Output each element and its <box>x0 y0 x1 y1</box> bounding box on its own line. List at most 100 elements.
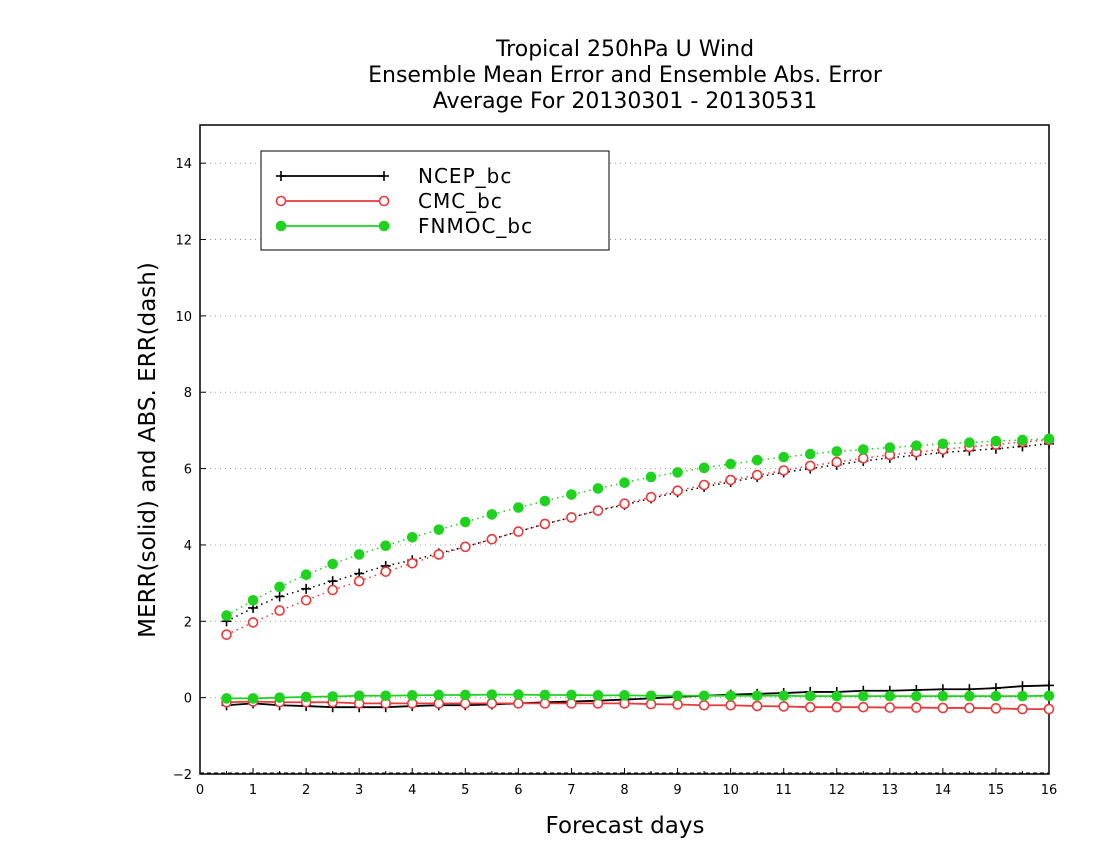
abs-err-point <box>406 532 418 543</box>
x-tick-label: 3 <box>355 783 363 798</box>
abs-err-point <box>592 505 604 516</box>
abs-err-point <box>804 460 816 472</box>
abs-err-point <box>831 456 843 468</box>
y-tick-label: 12 <box>175 234 192 249</box>
grid-lines <box>200 162 1049 774</box>
abs-err-point <box>221 629 232 640</box>
merr-point <box>1017 690 1028 702</box>
abs-err-point <box>460 541 471 553</box>
abs-err-point <box>725 474 736 486</box>
merr-point <box>831 690 843 702</box>
chart-title-line-1: Tropical 250hPa U Wind <box>495 37 755 62</box>
abs-err-point <box>539 495 551 507</box>
abs-err-point <box>672 467 683 478</box>
y-tick-label: 4 <box>184 539 192 554</box>
merr-point <box>698 690 710 702</box>
merr-point <box>327 691 338 702</box>
merr-point <box>274 692 285 703</box>
legend-item-CMC_bc: CMC_bc <box>275 189 503 213</box>
legend-label: FNMOC_bc <box>418 214 533 238</box>
abs-err-point <box>698 462 710 474</box>
abs-err-point <box>539 518 551 530</box>
abs-err-point <box>300 569 312 581</box>
x-tick-label: 8 <box>620 783 628 798</box>
merr-point <box>1017 703 1028 715</box>
y-axis-title: MERR(solid) and ABS. ERR(dash) <box>135 262 161 638</box>
x-tick-label: 12 <box>828 783 845 798</box>
merr-point <box>406 690 418 701</box>
series-CMC_bc <box>221 434 1055 715</box>
merr-point <box>911 690 922 702</box>
series-layer <box>221 433 1055 715</box>
abs-err-point <box>778 451 789 463</box>
merr-point <box>937 702 949 714</box>
abs-err-point <box>1017 434 1028 446</box>
abs-err-point <box>751 469 763 481</box>
merr-point <box>857 701 869 713</box>
abs-err-line-CMC_bc <box>226 439 1050 636</box>
abs-err-point <box>911 440 922 451</box>
x-tick-label: 10 <box>722 783 739 798</box>
x-tick-label: 4 <box>408 783 416 798</box>
abs-err-point <box>804 448 816 460</box>
abs-err-point <box>513 526 524 537</box>
merr-point <box>804 701 816 713</box>
abs-err-point <box>486 509 498 520</box>
merr-point <box>725 690 736 702</box>
legend-marker <box>275 220 287 232</box>
merr-point <box>247 693 259 704</box>
abs-err-point <box>619 498 630 510</box>
abs-err-point <box>274 581 285 593</box>
y-tick-label: 6 <box>184 463 192 478</box>
merr-point <box>1043 703 1055 715</box>
merr-point <box>460 689 471 701</box>
x-tick-label: 15 <box>988 783 1005 798</box>
abs-err-point <box>274 605 285 616</box>
merr-point <box>884 690 896 702</box>
abs-err-point <box>566 512 577 523</box>
abs-err-point <box>884 442 896 453</box>
legend-label: CMC_bc <box>418 189 503 213</box>
abs-err-point <box>645 471 657 483</box>
merr-point <box>300 691 312 703</box>
merr-point <box>1017 681 1028 692</box>
x-axis-title: Forecast days <box>546 813 705 839</box>
abs-err-point <box>300 594 312 606</box>
legend-marker <box>379 171 389 181</box>
abs-err-point <box>698 479 710 491</box>
merr-point <box>645 690 657 702</box>
y-tick-label: 14 <box>175 157 192 172</box>
abs-err-point <box>247 594 259 606</box>
merr-point <box>725 699 736 711</box>
abs-err-line-FNMOC_bc <box>226 438 1050 617</box>
merr-point <box>778 701 789 712</box>
merr-point <box>804 690 816 702</box>
merr-point <box>539 689 551 701</box>
chart-title-line-2: Ensemble Mean Error and Ensemble Abs. Er… <box>368 63 882 88</box>
merr-point <box>911 702 922 713</box>
abs-err-point <box>831 446 843 457</box>
x-tick-label: 0 <box>196 783 204 798</box>
abs-err-line-NCEP_bc <box>226 443 1050 622</box>
abs-err-point <box>778 465 789 476</box>
abs-err-point <box>274 591 285 602</box>
x-tick-label: 9 <box>673 783 681 798</box>
chart-title-line-3: Average For 20130301 - 20130531 <box>432 89 818 114</box>
legend-marker <box>378 220 390 232</box>
abs-err-point <box>672 485 683 497</box>
merr-point <box>751 690 763 702</box>
x-tick-label: 2 <box>302 783 310 798</box>
abs-err-point <box>857 452 869 464</box>
merr-point <box>698 699 710 711</box>
merr-point <box>672 690 683 702</box>
merr-point <box>778 690 789 702</box>
legend-marker <box>276 171 286 181</box>
abs-err-point <box>513 502 524 513</box>
abs-err-point <box>964 437 975 448</box>
merr-point <box>513 698 524 709</box>
merr-point <box>964 690 975 702</box>
merr-point <box>486 698 498 709</box>
